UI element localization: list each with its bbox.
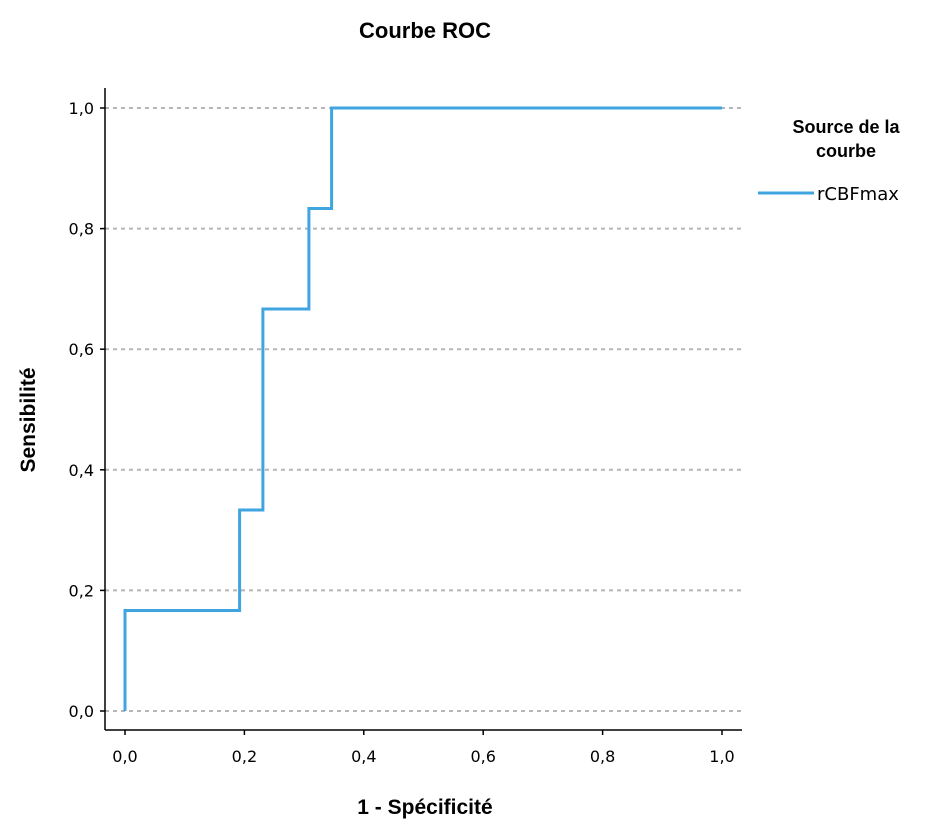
x-tick-label-3: 0,6 [470,747,495,766]
y-tick-label-4: 0,8 [69,220,94,239]
x-tick-labels: 0,0 0,2 0,4 0,6 0,8 1,0 [112,730,735,766]
grid-lines [105,107,742,712]
x-axis-title: 1 - Spécificité [357,796,492,819]
chart-title: Courbe ROC [359,18,491,43]
y-tick-label-3: 0,6 [69,340,94,359]
y-tick-label-2: 0,4 [69,461,94,480]
x-tick-label-5: 1,0 [709,747,734,766]
y-tick-label-5: 1,0 [69,99,94,118]
legend-title-line-2: courbe [816,141,876,161]
x-tick-label-1: 0,2 [232,747,257,766]
x-tick-label-4: 0,8 [590,747,615,766]
x-tick-label-2: 0,4 [351,747,376,766]
legend-label-rcbfmax: rCBFmax [817,184,899,205]
y-tick-label-1: 0,2 [69,581,94,600]
y-tick-labels: 0,0 0,2 0,4 0,6 0,8 1,0 [69,99,105,721]
legend: Source de la courbe rCBFmax [758,117,901,205]
y-axis-title: Sensibilité [17,367,40,472]
y-tick-label-0: 0,0 [69,702,94,721]
x-tick-label-0: 0,0 [112,747,137,766]
roc-curve-rcbfmax [123,106,722,711]
series-layer [123,106,722,711]
legend-title-line-1: Source de la [792,117,900,137]
